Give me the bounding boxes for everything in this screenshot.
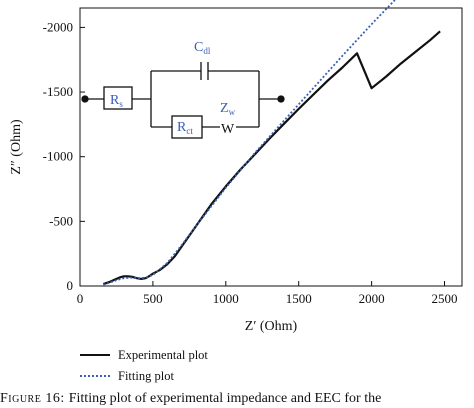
equivalent-circuit-diagram — [81, 62, 285, 139]
rs-label: Rs — [110, 93, 123, 109]
x-tick-label: 2500 — [432, 291, 458, 306]
caption-text: Fitting plot of experimental impedance a… — [68, 391, 382, 406]
fitting-plot-line — [103, 0, 397, 286]
legend-dotted-line — [80, 375, 110, 377]
rct-label: Rct — [177, 120, 193, 136]
y-tick-label: 0 — [67, 278, 74, 293]
x-tick-label: 1000 — [213, 291, 239, 306]
y-axis-title: Z″ (Ohm) — [9, 119, 24, 175]
x-tick-label: 500 — [143, 291, 163, 306]
series-layer — [102, 0, 441, 286]
impedance-chart: 0 500 1000 1500 2000 2500 0 -500 -1000 -1500 -200… — [9, 0, 463, 334]
plot-frame — [79, 7, 463, 287]
x-tick-label: 1500 — [286, 291, 312, 306]
zw-label: Zw — [220, 101, 236, 117]
circuit-right-terminal — [277, 95, 285, 103]
warburg-symbol: W — [221, 122, 235, 137]
y-tick-label: -2000 — [43, 19, 73, 34]
x-axis-ticks: 0 500 1000 1500 2000 2500 — [77, 281, 458, 306]
rs-resistor — [103, 86, 133, 110]
legend-label: Experimental plot — [118, 347, 208, 362]
experimental-plot-line — [102, 30, 441, 286]
y-tick-label: -1500 — [43, 84, 73, 99]
legend-item-fitting: Fitting plot — [80, 367, 174, 385]
y-axis-ticks: 0 -500 -1000 -1500 -2000 — [43, 19, 85, 293]
circuit-labels: Rs Cdl Rct Zw W — [110, 40, 236, 137]
legend-item-experimental: Experimental plot — [80, 346, 208, 364]
x-tick-label: 2000 — [359, 291, 385, 306]
x-axis-title: Z′ (Ohm) — [245, 319, 298, 334]
y-tick-label: -1000 — [43, 149, 73, 164]
figure-label: Figure 16: — [0, 391, 65, 406]
legend-label: Fitting plot — [118, 368, 174, 383]
y-tick-label: -500 — [49, 213, 73, 228]
x-tick-label: 0 — [77, 291, 84, 306]
cdl-label: Cdl — [194, 40, 211, 56]
figure-caption: Figure 16: Fitting plot of experimental i… — [0, 391, 474, 407]
legend-solid-line — [80, 354, 110, 356]
